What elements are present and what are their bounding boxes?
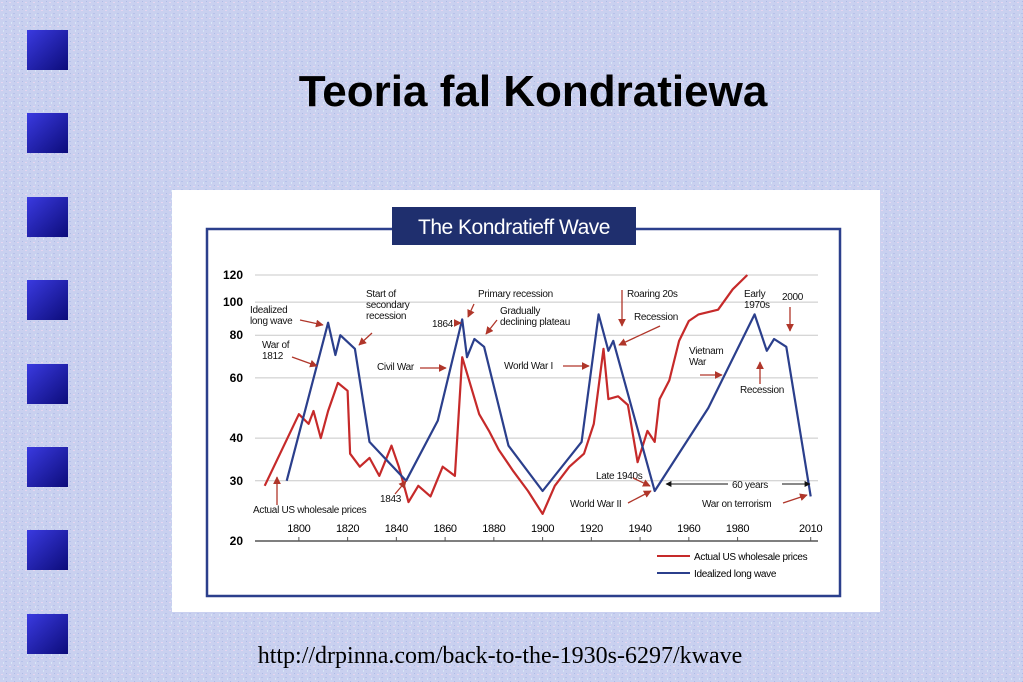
annotation: Civil War (377, 362, 415, 373)
annotation-line: secondary (366, 300, 410, 311)
annotation-line: 2000 (782, 292, 804, 303)
annotation: World War II (570, 499, 621, 510)
annotation-line: Roaring 20s (627, 289, 678, 300)
x-tick-label: 1900 (531, 523, 554, 535)
annotation-line: Recession (740, 385, 784, 396)
annotation: Actual US wholesale prices (253, 505, 367, 516)
annotation: Late 1940s (596, 471, 643, 482)
annotation-line: World War II (570, 499, 621, 510)
y-tick-label: 40 (230, 431, 244, 445)
x-tick-label: 1960 (677, 523, 700, 535)
series-line (263, 274, 749, 516)
x-tick-label: 1820 (336, 523, 359, 535)
annotation-line: War of (262, 340, 290, 351)
annotation: Primary recession (478, 289, 553, 300)
y-tick-label: 80 (230, 328, 244, 342)
annotation-line: World War I (504, 361, 553, 372)
y-tick-label: 20 (230, 534, 244, 548)
y-tick-label: 60 (230, 371, 244, 385)
y-tick-label: 120 (223, 268, 243, 282)
annotation: Roaring 20s (627, 289, 678, 300)
annotation-line: Late 1940s (596, 471, 643, 482)
x-tick-label: 1860 (433, 523, 456, 535)
y-tick-label: 100 (223, 295, 243, 309)
plot: 20 30 40 60 80 100 120 1800 1820 1840 1860 1880 1900… (223, 268, 823, 580)
annotation-arrow (467, 303, 475, 318)
x-tick-label: 2010 (799, 523, 822, 535)
annotation: 2000 (782, 292, 804, 303)
annotation-line: Start of (366, 289, 396, 300)
series-line (285, 313, 812, 497)
legend-label: Actual US wholesale prices (694, 552, 808, 563)
x-tick-label: 1880 (482, 523, 505, 535)
annotation: 60 years (732, 480, 768, 491)
annotation: Recession (634, 312, 678, 323)
annotation-arrow (291, 356, 318, 368)
source-url: http://drpinna.com/back-to-the-1930s-629… (258, 643, 743, 669)
annotation-line: War on terrorism (702, 499, 771, 510)
annotation-line: Gradually (500, 306, 540, 317)
annotation-line: Primary recession (478, 289, 553, 300)
annotation: 1843 (380, 494, 402, 505)
annotation-arrow (632, 477, 651, 487)
annotation-arrow (485, 319, 498, 335)
y-tick-label: 30 (230, 474, 244, 488)
annotation: Early 1970s (744, 289, 770, 311)
x-tick-label: 1940 (628, 523, 651, 535)
bullets (27, 30, 68, 654)
x-tick-label: 1800 (287, 523, 310, 535)
annotation-line: long wave (250, 316, 293, 327)
chart-panel (172, 190, 880, 612)
chart-title: The Kondratieff Wave (418, 216, 610, 239)
annotation-line: Actual US wholesale prices (253, 505, 367, 516)
annotation-arrow (618, 325, 661, 346)
annotation: 1864 (432, 319, 454, 330)
x-tick-label: 1980 (726, 523, 749, 535)
annotation: Start of secondary recession (366, 289, 410, 322)
annotation: World War I (504, 361, 553, 372)
annotation-line: 60 years (732, 480, 768, 491)
annotation-line: 1843 (380, 494, 402, 505)
annotation: Recession (740, 385, 784, 396)
annotation-line: Early (744, 289, 766, 300)
annotation-line: 1812 (262, 351, 284, 362)
annotation-line: Civil War (377, 362, 415, 373)
x-tick-label: 1920 (580, 523, 603, 535)
annotation: Idealized long wave (250, 305, 293, 327)
annotation-line: 1970s (744, 300, 770, 311)
annotation-arrow (299, 319, 324, 328)
annotation: Vietnam War (689, 346, 723, 368)
slide-title: Teoria fal Kondratiewa (299, 67, 768, 116)
annotation-arrow (358, 332, 373, 346)
annotation-arrow (394, 480, 407, 495)
annotation-line: Recession (634, 312, 678, 323)
annotation-arrow (782, 493, 808, 504)
x-tick-label: 1840 (385, 523, 408, 535)
chart-title-box (392, 207, 636, 245)
legend-label: Idealized long wave (694, 569, 777, 580)
annotation-line: Vietnam (689, 346, 723, 357)
annotation: War of 1812 (262, 340, 290, 362)
annotation-line: recession (366, 311, 406, 322)
annotation-line: Idealized (250, 305, 287, 316)
annotation-line: War (689, 357, 707, 368)
annotation-arrow (627, 490, 652, 504)
annotation: Gradually declining plateau (500, 306, 570, 328)
annotation: War on terrorism (702, 499, 771, 510)
annotation-line: 1864 (432, 319, 454, 330)
annotation-line: declining plateau (500, 317, 570, 328)
